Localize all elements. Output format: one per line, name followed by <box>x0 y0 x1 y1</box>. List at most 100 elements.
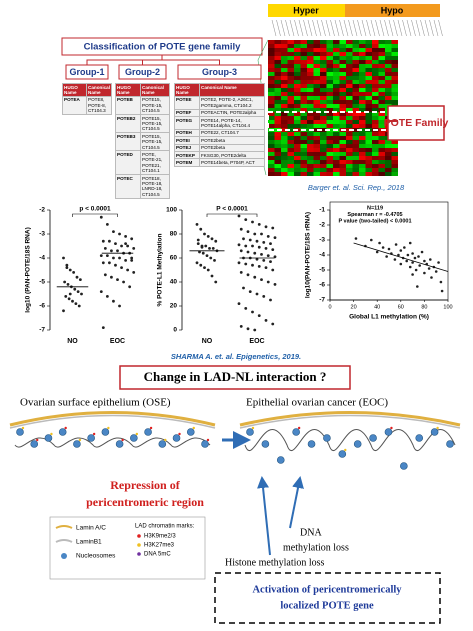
heatmap-cell <box>274 172 281 176</box>
heatmap-cell <box>326 60 333 64</box>
mark <box>149 426 153 430</box>
heatmap-cell <box>391 56 398 60</box>
heatmap-cell <box>365 88 372 92</box>
fit-line <box>353 242 449 272</box>
heatmap-cell <box>300 60 307 64</box>
nucleosome <box>323 434 331 442</box>
heatmap-cell <box>307 120 314 124</box>
data-point <box>105 223 109 226</box>
heatmap-cell <box>372 172 379 176</box>
heatmap-cell <box>307 72 314 76</box>
heatmap-cell <box>352 132 359 136</box>
heatmap-cell <box>372 52 379 56</box>
heatmap-cell <box>281 132 288 136</box>
data-point <box>266 235 270 238</box>
nucleosome <box>307 440 316 448</box>
heatmap-cell <box>346 152 353 156</box>
heatmap-cell <box>268 124 275 128</box>
data-point <box>273 236 277 240</box>
data-point <box>246 230 250 234</box>
data-point <box>246 250 250 254</box>
legend-item: LaminB1 <box>76 539 102 546</box>
data-point <box>242 286 245 290</box>
heatmap-column-label <box>294 19 299 37</box>
heatmap-cell <box>378 84 385 88</box>
heatmap-cell <box>372 96 379 100</box>
heatmap-cell <box>391 140 398 144</box>
heatmap-cell <box>287 96 294 100</box>
table-row: POTEB2 POTE15, POTE-15, CT104.5 <box>115 114 170 134</box>
annotation: p < 0.0001 <box>79 206 111 213</box>
heatmap-cell <box>365 44 372 48</box>
heatmap-cell <box>359 116 366 120</box>
heatmap-cell <box>378 104 385 108</box>
heatmap-cell <box>391 100 398 104</box>
heatmap-cell <box>300 144 307 148</box>
x-tick-label: 20 <box>351 304 357 310</box>
heatmap-cell <box>307 148 314 152</box>
heatmap-cell <box>385 100 392 104</box>
heatmap-cell <box>294 168 301 172</box>
heatmap-cell <box>313 104 320 108</box>
heatmap-cell <box>385 168 392 172</box>
stat-line: P value (two-tailed) < 0.0001 <box>338 218 411 224</box>
heatmap-cell <box>359 108 366 112</box>
heatmap-cell <box>274 68 281 72</box>
table-cell: POTEH <box>174 128 200 138</box>
heatmap-cell <box>313 44 320 48</box>
heatmap-cell <box>372 60 379 64</box>
heatmap-cell <box>326 156 333 160</box>
heatmap-cell <box>287 84 294 88</box>
heatmap-cell <box>365 72 372 76</box>
data-point <box>271 268 275 272</box>
heatmap-cell <box>359 60 366 64</box>
heatmap-column-label <box>361 19 367 37</box>
nucleosome <box>158 440 167 448</box>
heatmap-cell <box>268 68 275 72</box>
heatmap-cell <box>313 120 320 124</box>
heatmap-cell <box>359 136 366 140</box>
y-tick-label: 40 <box>170 279 178 286</box>
heatmap-cell <box>378 80 385 84</box>
heatmap-cell <box>307 104 314 108</box>
x-tick-label: 100 <box>443 304 452 310</box>
heatmap-cell <box>352 40 359 44</box>
data-point <box>62 309 65 313</box>
heatmap-cell <box>287 132 294 136</box>
heatmap-cell <box>274 44 281 48</box>
data-point <box>255 292 259 296</box>
data-point <box>411 273 414 276</box>
data-point <box>255 239 259 243</box>
heatmap-cell <box>320 116 327 120</box>
heatmap-cell <box>378 148 385 152</box>
heatmap-cell <box>365 160 372 164</box>
heatmap-cell <box>391 96 398 100</box>
heatmap-cell <box>333 104 340 108</box>
heatmap-cell <box>385 72 392 76</box>
heatmap-cell <box>281 124 288 128</box>
heatmap-cell <box>391 64 398 68</box>
table-row: POTEE POTE2, POTE-2, A26C1, POTE2gamma, C… <box>174 95 265 110</box>
heatmap-cell <box>268 56 275 60</box>
heatmap-cell <box>281 128 288 132</box>
heatmap-cell <box>287 120 294 124</box>
heatmap-cell <box>287 148 294 152</box>
heatmap-cell <box>365 144 372 148</box>
y-tick-label: -2 <box>39 207 45 214</box>
y-tick-label: 100 <box>166 207 177 214</box>
heatmap-cell <box>372 56 379 60</box>
data-point <box>124 235 127 238</box>
data-point <box>80 292 83 296</box>
heatmap-cell <box>378 108 385 112</box>
heatmap-cell <box>391 168 398 172</box>
heatmap-cell <box>326 152 333 156</box>
data-point <box>103 273 107 277</box>
data-point <box>213 259 216 262</box>
header-cell: HUGO Name <box>115 83 141 97</box>
data-point <box>112 299 115 303</box>
heatmap-cell <box>333 84 340 88</box>
heatmap-column-label <box>298 19 304 37</box>
heatmap-cell <box>294 64 301 68</box>
heatmap-cell <box>307 76 314 80</box>
data-point <box>211 247 215 250</box>
